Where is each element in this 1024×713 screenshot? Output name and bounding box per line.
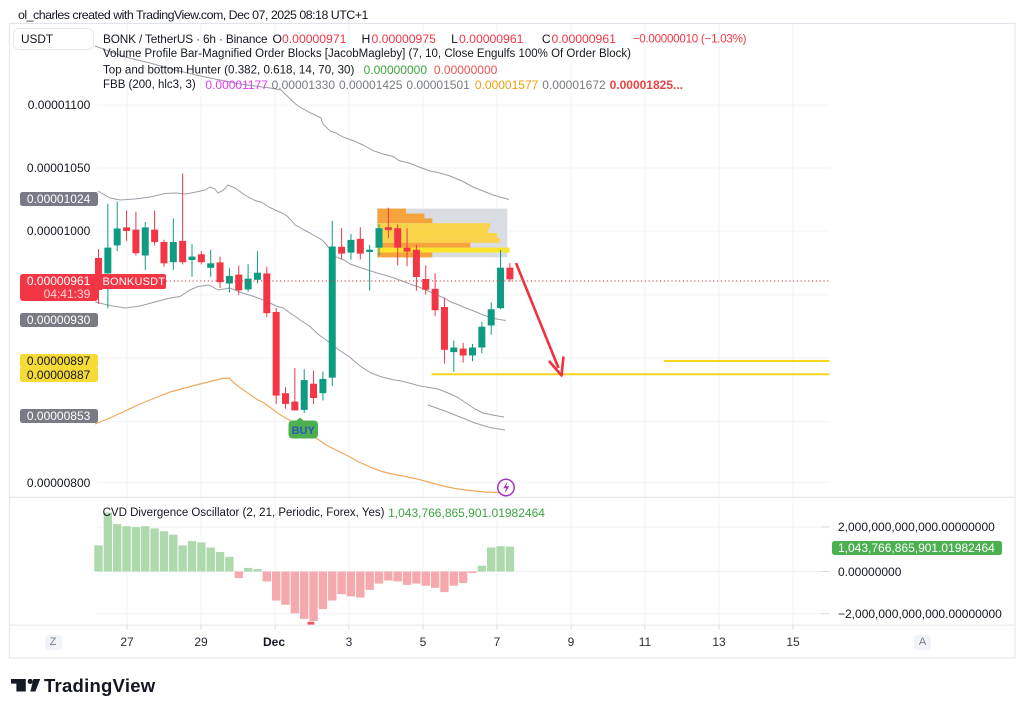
svg-text:BUY: BUY <box>292 425 316 437</box>
